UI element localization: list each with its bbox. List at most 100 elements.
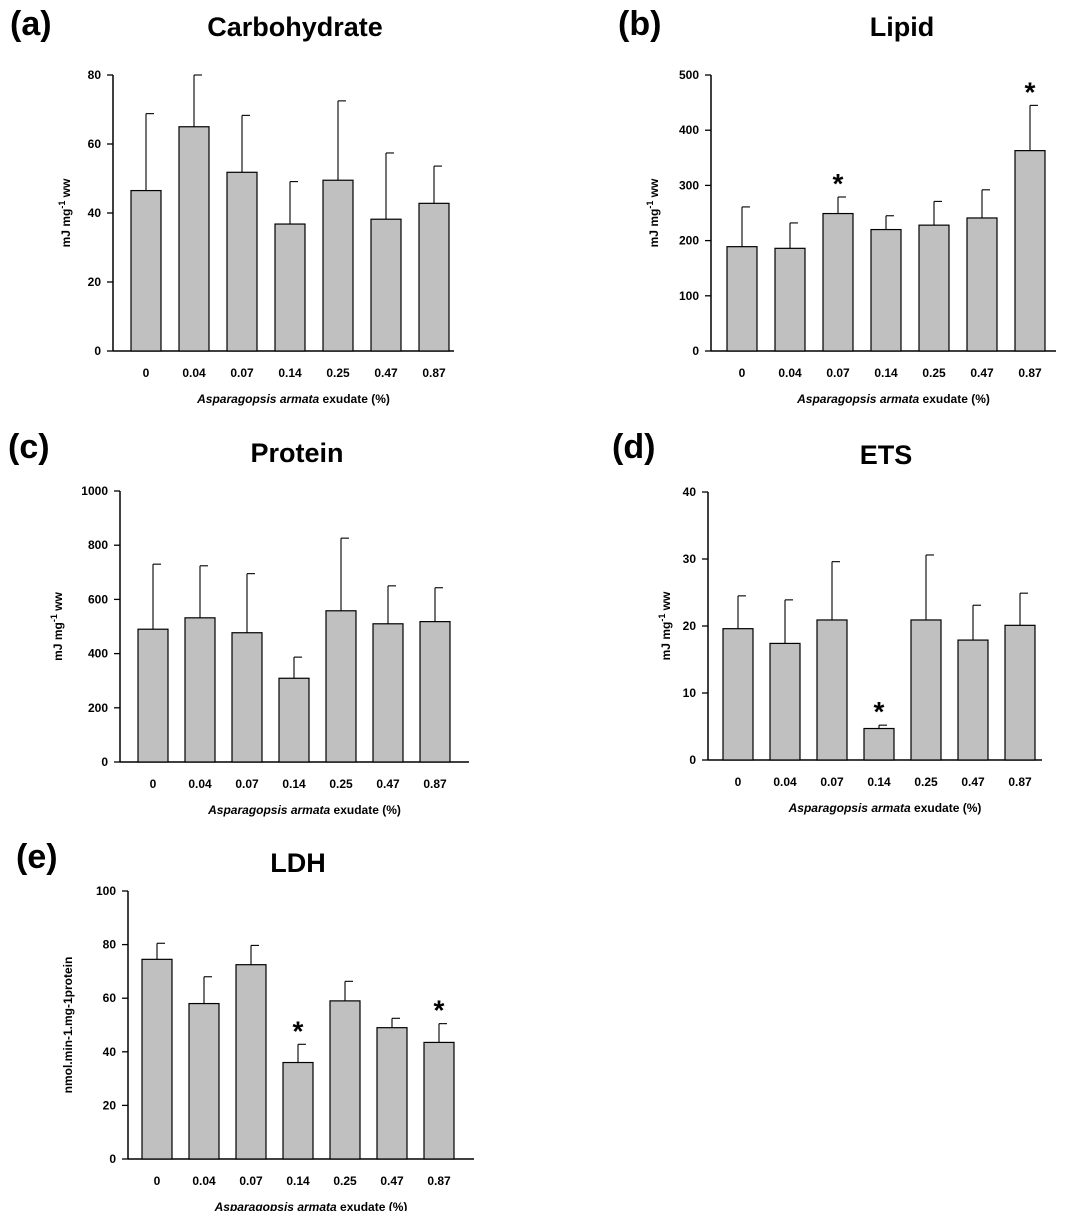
x-axis-label: Asparagopsis armata exudate (%) [207,803,401,817]
chart-ets: ETS 0 10 20 30 40 0 0.04 0.07 0.14 * 0.25 0.47 0.87 As… [657,440,1042,815]
y-tick-label: 10 [683,686,697,700]
x-tick-label: 0.04 [188,777,212,791]
significance-marker: * [293,1015,304,1046]
x-tick-label: 0.14 [874,366,898,380]
x-tick-label: 0.87 [423,777,447,791]
panel-letter: (c) [8,428,50,466]
x-tick-label: 0.47 [970,366,994,380]
bar [282,1061,314,1160]
y-axis-label: mJ mg-1 ww [49,591,65,660]
y-tick-label: 300 [679,178,699,192]
y-tick-label: 30 [683,552,697,566]
x-tick-label: 0.04 [778,366,802,380]
y-tick-label: 600 [88,592,108,606]
x-tick-label: 0 [143,366,150,380]
y-tick-label: 1000 [81,484,108,498]
x-tick-label: 0.47 [374,366,398,380]
y-axis-label: mJ mg-1 ww [645,178,661,247]
x-axis-label: Asparagopsis armata exudate (%) [796,392,990,406]
bar [1014,150,1046,352]
bar [918,224,950,352]
x-tick-label: 0 [150,777,157,791]
y-axis-label: mJ mg-1 ww [57,178,73,247]
y-tick-label: 60 [103,991,117,1005]
bar [178,126,210,352]
significance-marker: * [434,995,445,1026]
y-tick-label: 0 [689,753,696,767]
x-tick-label: 0.87 [422,366,446,380]
x-tick-label: 0.87 [427,1174,451,1188]
bar [370,218,402,352]
x-tick-label: 0 [739,366,746,380]
x-tick-label: 0.87 [1018,366,1042,380]
bar [329,1000,361,1160]
bar [870,228,902,352]
x-tick-label: 0 [735,775,742,789]
x-tick-label: 0.07 [235,777,259,791]
x-tick-label: 0.14 [867,775,891,789]
chart-title: ETS [860,440,913,470]
panel-carbohydrate: (a) Carbohydrate 0 20 40 60 80 0 0.04 0.07 0.14 0.… [0,0,544,420]
x-tick-label: 0.07 [826,366,850,380]
panel-ldh: (e) LDH 0 20 40 60 80 100 0 0.04 0.07 0.14 * 0.25 0.4… [0,830,544,1211]
chart-carbohydrate: Carbohydrate 0 20 40 60 80 0 0.04 0.07 0.14 0.25 0.… [57,12,454,406]
chart-title: LDH [270,848,326,878]
chart-title: Carbohydrate [207,12,383,42]
y-tick-label: 0 [109,1152,116,1166]
x-tick-label: 0.25 [326,366,350,380]
bar [418,202,450,352]
y-tick-label: 40 [683,485,697,499]
bar [235,964,267,1160]
chart-lipid: Lipid 0 100 200 300 400 500 0 0.04 0.07 * 0.14 0.25 0… [645,12,1056,406]
bar [966,217,998,352]
bar [419,621,451,763]
significance-marker: * [874,696,885,727]
panel-letter: (b) [618,5,662,43]
bar [278,677,310,763]
x-tick-label: 0.25 [922,366,946,380]
x-tick-label: 0.14 [286,1174,310,1188]
bar [722,628,754,761]
y-tick-label: 0 [94,344,101,358]
x-tick-label: 0.14 [282,777,306,791]
x-tick-label: 0.47 [380,1174,404,1188]
bar [769,642,801,761]
bar [372,623,404,763]
y-tick-label: 80 [88,68,102,82]
bar [231,632,263,763]
x-tick-label: 0.04 [182,366,206,380]
y-tick-label: 100 [96,884,116,898]
bar [141,958,173,1160]
bar [863,727,895,761]
bar [226,171,258,352]
panel-lipid: (b) Lipid 0 100 200 300 400 500 0 0.04 0.07 * 0.14 0… [600,0,1088,420]
x-tick-label: 0.04 [773,775,797,789]
y-axis-label: mJ mg-1 ww [657,591,673,660]
y-tick-label: 100 [679,289,699,303]
x-tick-label: 0.04 [192,1174,216,1188]
x-tick-label: 0.14 [278,366,302,380]
bar [1004,624,1036,761]
x-tick-label: 0.25 [329,777,353,791]
y-tick-label: 200 [88,701,108,715]
bar [322,179,354,352]
panel-letter: (a) [10,5,52,43]
significance-marker: * [1025,76,1036,107]
y-tick-label: 20 [103,1098,117,1112]
y-tick-label: 40 [103,1045,117,1059]
chart-title: Lipid [870,12,934,42]
y-tick-label: 40 [88,206,102,220]
y-tick-label: 400 [679,123,699,137]
x-tick-label: 0.47 [961,775,985,789]
y-axis-label: nmol.min-1.mg-1protein [61,957,75,1094]
x-tick-label: 0.25 [333,1174,357,1188]
bar [816,619,848,761]
bar [184,617,216,763]
x-tick-label: 0.87 [1008,775,1032,789]
x-tick-label: 0.07 [820,775,844,789]
x-tick-label: 0 [154,1174,161,1188]
chart-ldh: LDH 0 20 40 60 80 100 0 0.04 0.07 0.14 * 0.25 0.47 0.8… [61,848,474,1211]
bar [774,247,806,352]
y-tick-label: 800 [88,538,108,552]
x-axis-label: Asparagopsis armata exudate (%) [214,1200,408,1211]
